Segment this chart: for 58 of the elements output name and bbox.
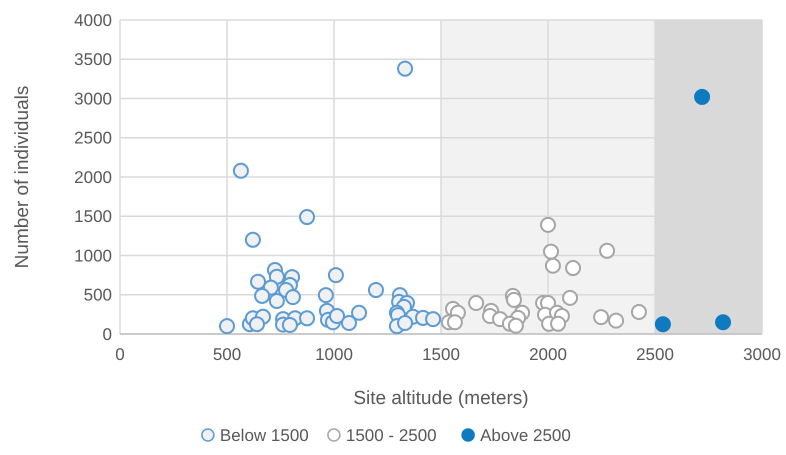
point bbox=[654, 316, 671, 332]
y-tick-label: 2000 bbox=[74, 168, 112, 187]
y-tick-label: 2500 bbox=[74, 128, 112, 148]
point bbox=[508, 318, 524, 334]
point bbox=[397, 315, 414, 332]
x-tick-label: 2000 bbox=[529, 345, 567, 364]
point bbox=[299, 310, 316, 326]
y-tick-label: 500 bbox=[84, 286, 112, 305]
point bbox=[715, 314, 732, 330]
y-tick-label: 1500 bbox=[74, 207, 112, 226]
point bbox=[468, 294, 484, 311]
point bbox=[425, 311, 442, 328]
point bbox=[254, 288, 270, 304]
x-tick-label: 2500 bbox=[636, 345, 674, 364]
x-tick-label: 0 bbox=[115, 345, 125, 364]
point bbox=[250, 274, 266, 290]
y-tick-label: 4000 bbox=[74, 10, 112, 30]
point bbox=[540, 216, 556, 233]
point bbox=[351, 304, 368, 321]
y-tick-label: 3000 bbox=[74, 89, 112, 108]
point bbox=[542, 244, 559, 260]
point bbox=[608, 312, 624, 329]
y-tick-label: 0 bbox=[102, 324, 112, 344]
point bbox=[282, 316, 298, 333]
legend-label: Below 1500 bbox=[220, 426, 309, 445]
x-tick-label: 3000 bbox=[743, 345, 781, 364]
y-tick-label: 3500 bbox=[74, 50, 112, 70]
point bbox=[562, 290, 578, 306]
point bbox=[244, 232, 261, 248]
x-axis-title: Site altitude (meters) bbox=[353, 388, 529, 409]
point bbox=[506, 292, 522, 308]
point bbox=[599, 242, 616, 259]
legend-label: Above 2500 bbox=[480, 426, 571, 445]
point bbox=[446, 314, 463, 330]
y-tick-label: 1000 bbox=[74, 246, 112, 266]
point bbox=[299, 209, 316, 226]
point bbox=[284, 289, 301, 306]
point bbox=[694, 88, 710, 105]
x-tick-label: 500 bbox=[212, 345, 242, 364]
point bbox=[593, 309, 610, 326]
point bbox=[368, 282, 384, 298]
point bbox=[248, 316, 265, 332]
point bbox=[565, 260, 582, 276]
point bbox=[232, 162, 249, 179]
point bbox=[328, 267, 344, 284]
legend-label: 1500 - 2500 bbox=[346, 426, 437, 445]
x-tick-label: 1000 bbox=[315, 345, 353, 364]
x-tick-label: 1500 bbox=[422, 345, 460, 364]
point bbox=[550, 316, 566, 332]
point bbox=[340, 315, 357, 332]
point bbox=[630, 304, 647, 320]
point bbox=[318, 287, 334, 304]
point bbox=[544, 258, 561, 274]
y-axis-title: Number of individuals bbox=[12, 86, 33, 268]
point bbox=[328, 308, 345, 324]
point bbox=[397, 60, 414, 77]
point bbox=[219, 318, 235, 334]
point bbox=[268, 293, 285, 310]
